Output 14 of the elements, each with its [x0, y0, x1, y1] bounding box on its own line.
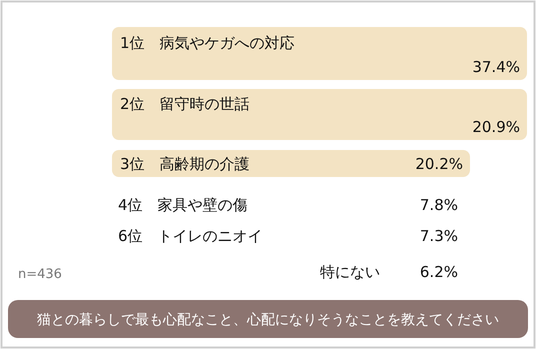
data-label: 37.4%	[472, 58, 520, 76]
data-label: 20.2%	[415, 155, 463, 173]
category-label: 特にない	[320, 263, 380, 281]
category-label: 2位 留守時の世話	[120, 95, 250, 113]
category-label: 4位 家具や壁の傷	[118, 196, 248, 214]
data-label: 7.3%	[420, 227, 458, 245]
text: n=436	[18, 267, 62, 282]
category-label: 1位 病気やケガへの対応	[120, 34, 295, 52]
data-label: 7.8%	[420, 196, 458, 214]
data-label: 6.2%	[420, 263, 458, 281]
category-label: 6位 トイレのニオイ	[118, 227, 263, 245]
data-label: 20.9%	[472, 118, 520, 136]
text: 猫との暮らしで最も心配なこと、心配になりそうなことを教えてください	[37, 312, 499, 328]
category-label: 3位 高齢期の介護	[120, 155, 250, 173]
